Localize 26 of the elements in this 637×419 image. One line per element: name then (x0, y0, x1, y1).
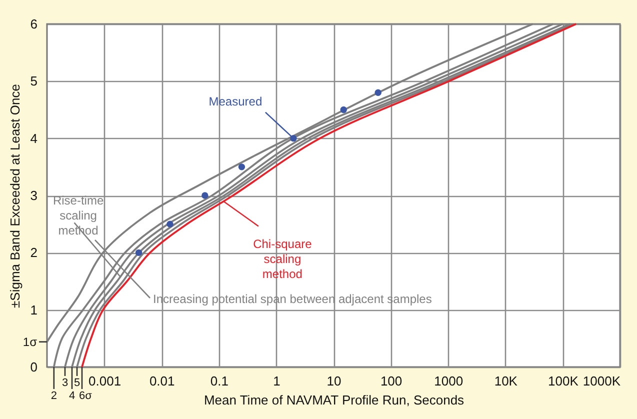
x-tick-label: 100 (380, 374, 402, 388)
annotation: 1σ (22, 334, 38, 349)
annotation: 5 (74, 377, 80, 389)
annotation: 6σ (78, 390, 92, 402)
y-axis-title: ±Sigma Band Exceeded at Least Once (7, 84, 22, 308)
x-tick-label: 100K (548, 374, 579, 388)
x-tick-label: 10K (494, 374, 518, 388)
x-tick-label: 0.1 (210, 374, 228, 388)
x-tick-label: 0.001 (88, 374, 122, 388)
y-tick-label: 1 (30, 302, 38, 318)
y-tick-label: 5 (30, 74, 38, 89)
annotation: 2 (50, 390, 58, 402)
annotation: Chi-square scaling method (253, 237, 312, 282)
y-tick-label: 6 (30, 16, 38, 32)
y-tick-label: 3 (30, 188, 38, 203)
x-tick-label: 1 (273, 374, 280, 388)
y-tick-label: 4 (30, 130, 38, 146)
x-axis-title: Mean Time of NAVMAT Profile Run, Seconds (204, 392, 465, 408)
annotation: 3 (62, 377, 68, 389)
x-tick-label: 1000 (434, 374, 464, 388)
y-tick-label: 0 (30, 360, 38, 374)
annotation: 4 (68, 390, 76, 402)
y-tick-label: 2 (30, 245, 38, 260)
x-tick-label: 0.01 (149, 374, 175, 388)
x-tick-label: 10 (326, 374, 342, 388)
x-tick-label: 1000K (582, 374, 621, 388)
